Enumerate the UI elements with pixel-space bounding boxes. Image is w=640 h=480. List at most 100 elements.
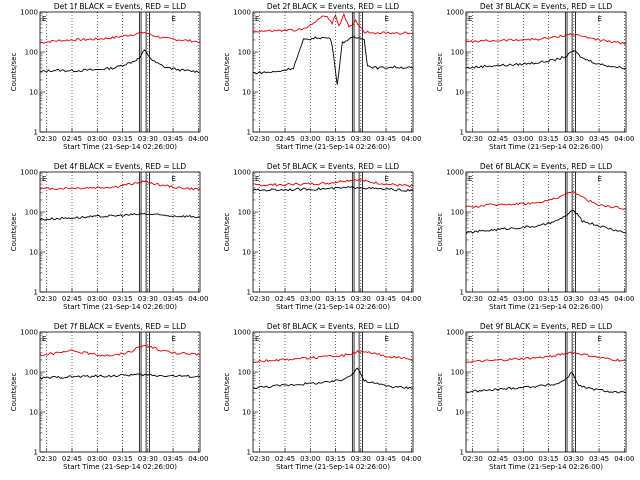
series-line bbox=[252, 35, 414, 85]
chart-panel: Det 3f BLACK = Events, RED = LLD 02:30 02:… bbox=[436, 2, 634, 151]
x-tick-label: 03:15 bbox=[538, 135, 558, 143]
x-tick-label: 03:45 bbox=[589, 135, 609, 143]
y-axis-label: Counts/sec bbox=[10, 213, 18, 252]
plot-frame bbox=[465, 11, 627, 133]
y-tick-label: 1000 bbox=[446, 329, 464, 337]
x-tick-label: 03:15 bbox=[325, 295, 345, 303]
x-tick-label: 03:30 bbox=[564, 295, 584, 303]
y-axis-label: Counts/sec bbox=[436, 213, 444, 252]
marker-label: E bbox=[385, 175, 389, 183]
x-tick-label: 03:30 bbox=[564, 455, 584, 463]
y-tick-label: 100 bbox=[451, 209, 464, 217]
y-tick-label: 1 bbox=[247, 289, 251, 297]
plot-frame bbox=[465, 331, 627, 453]
chart-panel: Det 9f BLACK = Events, RED = LLD 02:30 02:… bbox=[436, 322, 634, 471]
marker-label: E bbox=[468, 175, 472, 183]
y-tick-label: 100 bbox=[238, 369, 251, 377]
y-tick-label: 10 bbox=[242, 409, 251, 417]
x-tick-label: 03:15 bbox=[538, 455, 558, 463]
x-tick-label: 04:00 bbox=[188, 295, 208, 303]
marker-label: E bbox=[172, 15, 176, 23]
series-line bbox=[39, 180, 200, 191]
marker-label: E bbox=[42, 15, 46, 23]
y-tick-label: 1 bbox=[34, 449, 38, 457]
x-tick-label: 02:30 bbox=[463, 295, 483, 303]
y-tick-label: 1 bbox=[460, 449, 464, 457]
plot-frame bbox=[39, 11, 201, 133]
x-tick-label: 03:15 bbox=[325, 455, 345, 463]
x-tick-label: 03:00 bbox=[513, 135, 533, 143]
chart-panel: Det 1f BLACK = Events, RED = LLD 02:30 02:… bbox=[10, 2, 208, 151]
series-line bbox=[465, 351, 627, 364]
x-tick-label: 02:30 bbox=[250, 135, 270, 143]
y-tick-label: 100 bbox=[25, 369, 38, 377]
chart-panel: Det 7f BLACK = Events, RED = LLD 02:30 02:… bbox=[10, 322, 208, 471]
marker-label: E bbox=[598, 15, 602, 23]
y-tick-label: 1000 bbox=[446, 9, 464, 17]
series-line bbox=[465, 32, 627, 45]
y-tick-label: 100 bbox=[451, 369, 464, 377]
y-tick-label: 100 bbox=[238, 49, 251, 57]
x-tick-label: 04:00 bbox=[614, 455, 634, 463]
plot-frame bbox=[252, 11, 414, 133]
x-tick-label: 03:00 bbox=[513, 455, 533, 463]
series-line bbox=[465, 210, 627, 235]
x-tick-label: 03:45 bbox=[376, 295, 396, 303]
y-tick-label: 1 bbox=[247, 449, 251, 457]
series-line bbox=[39, 345, 201, 357]
x-tick-label: 03:45 bbox=[163, 455, 183, 463]
marker-label: E bbox=[42, 175, 46, 183]
x-tick-label: 03:45 bbox=[163, 295, 183, 303]
x-tick-label: 03:30 bbox=[564, 135, 584, 143]
y-tick-label: 1 bbox=[460, 289, 464, 297]
x-tick-label: 04:00 bbox=[188, 455, 208, 463]
x-tick-label: 03:30 bbox=[138, 295, 158, 303]
x-tick-label: 02:45 bbox=[62, 295, 82, 303]
chart-title: Det 4f BLACK = Events, RED = LLD bbox=[54, 162, 187, 171]
marker-label: E bbox=[172, 175, 176, 183]
x-tick-label: 03:45 bbox=[376, 135, 396, 143]
plot-frame bbox=[39, 171, 201, 293]
x-tick-label: 02:45 bbox=[62, 135, 82, 143]
series-line bbox=[465, 50, 627, 70]
x-tick-label: 04:00 bbox=[188, 135, 208, 143]
marker-label: E bbox=[255, 15, 259, 23]
plot-frame bbox=[252, 171, 414, 293]
chart-title: Det 9f BLACK = Events, RED = LLD bbox=[480, 322, 613, 331]
y-tick-label: 10 bbox=[455, 249, 464, 257]
chart-panel: Det 6f BLACK = Events, RED = LLD 02:30 02:… bbox=[436, 162, 634, 311]
plot-frame bbox=[465, 171, 627, 293]
chart-panel: Det 2f BLACK = Events, RED = LLD 02:30 02:… bbox=[223, 2, 421, 151]
series-line bbox=[252, 178, 414, 188]
marker-label: E bbox=[385, 335, 389, 343]
x-tick-label: 03:30 bbox=[351, 295, 371, 303]
marker-label: E bbox=[598, 175, 602, 183]
x-tick-label: 03:15 bbox=[325, 135, 345, 143]
x-tick-label: 03:15 bbox=[538, 295, 558, 303]
x-axis-label: Start Time (21-Sep-14 02:26:00) bbox=[276, 143, 390, 151]
y-tick-label: 10 bbox=[29, 249, 38, 257]
y-axis-label: Counts/sec bbox=[436, 53, 444, 92]
chart-title: Det 5f BLACK = Events, RED = LLD bbox=[267, 162, 400, 171]
marker-label: E bbox=[42, 335, 46, 343]
x-tick-label: 03:00 bbox=[513, 295, 533, 303]
chart-panel: Det 8f BLACK = Events, RED = LLD 02:30 02:… bbox=[223, 322, 421, 471]
y-tick-label: 1000 bbox=[20, 9, 38, 17]
marker-label: E bbox=[468, 335, 472, 343]
y-axis-label: Counts/sec bbox=[223, 373, 231, 412]
x-tick-label: 02:30 bbox=[463, 135, 483, 143]
series-line bbox=[39, 212, 201, 221]
plot-frame bbox=[252, 331, 414, 453]
series-line bbox=[465, 371, 627, 394]
marker-label: E bbox=[468, 15, 472, 23]
chart-title: Det 7f BLACK = Events, RED = LLD bbox=[54, 322, 187, 331]
x-tick-label: 02:30 bbox=[463, 455, 483, 463]
x-tick-label: 03:30 bbox=[138, 455, 158, 463]
x-tick-label: 02:30 bbox=[250, 295, 270, 303]
x-tick-label: 03:15 bbox=[112, 135, 132, 143]
marker-label: E bbox=[255, 335, 259, 343]
marker-label: E bbox=[255, 175, 259, 183]
y-tick-label: 1000 bbox=[446, 169, 464, 177]
y-tick-label: 10 bbox=[242, 89, 251, 97]
